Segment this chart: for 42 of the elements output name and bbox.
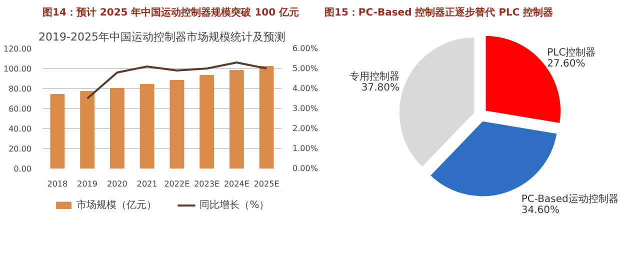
y2-tick-label: 2.00%: [292, 124, 318, 133]
slice-label: PC-Based运动控制器: [521, 192, 618, 205]
y-tick-label: 0.00: [14, 164, 32, 174]
x-tick-label: 2022E: [164, 180, 190, 188]
bar: [80, 91, 95, 168]
y2-tick-label: 4.00%: [292, 84, 318, 93]
bar: [259, 66, 274, 168]
x-tick-label: 2020: [107, 180, 128, 188]
y2-tick-label: 0.00%: [292, 164, 318, 173]
x-tick-label: 2024E: [224, 180, 250, 188]
x-tick-label: 2021: [136, 180, 158, 188]
data-label: 37.80%: [361, 82, 400, 94]
bar: [170, 80, 184, 168]
slice-label: 专用控制器: [349, 70, 400, 82]
y-tick-label: 60.00: [8, 104, 32, 114]
y2-tick-label: 5.00%: [292, 64, 318, 73]
bar: [110, 88, 124, 168]
legend-label: 同比增长（%）: [200, 198, 270, 212]
slice-label: PLC控制器: [547, 46, 596, 59]
y-tick-label: 80.00: [8, 84, 32, 94]
data-label: 34.60%: [521, 204, 560, 216]
bar: [140, 84, 154, 168]
y2-tick-label: 3.00%: [292, 104, 318, 113]
bar: [200, 75, 214, 168]
chart-subtitle: 2019-2025年中国运动控制器市场规模统计及预测: [38, 30, 286, 44]
x-tick-label: 2025E: [254, 180, 280, 188]
line-series: [86, 62, 268, 100]
legend-label: 市场规模（亿元）: [76, 198, 157, 212]
y-tick-label: 20.00: [8, 144, 32, 154]
data-label: 27.60%: [547, 58, 586, 70]
chart-title: 图15：PC-Based 控制器正逐步替代 PLC 控制器: [324, 6, 554, 18]
x-tick-label: 2019: [77, 180, 98, 188]
bar: [50, 94, 65, 168]
y-tick-label: 100.00: [4, 64, 32, 74]
y2-tick-label: 6.00%: [292, 44, 318, 53]
x-tick-label: 2018: [47, 180, 68, 188]
y-tick-label: 120.00: [4, 44, 32, 54]
chart-title: 图14：预计 2025 年中国运动控制器规模突破 100 亿元: [42, 6, 300, 18]
y2-tick-label: 1.00%: [292, 144, 318, 153]
bar: [229, 70, 244, 168]
y-tick-label: 40.00: [8, 124, 32, 134]
x-tick-label: 2023E: [194, 180, 220, 188]
